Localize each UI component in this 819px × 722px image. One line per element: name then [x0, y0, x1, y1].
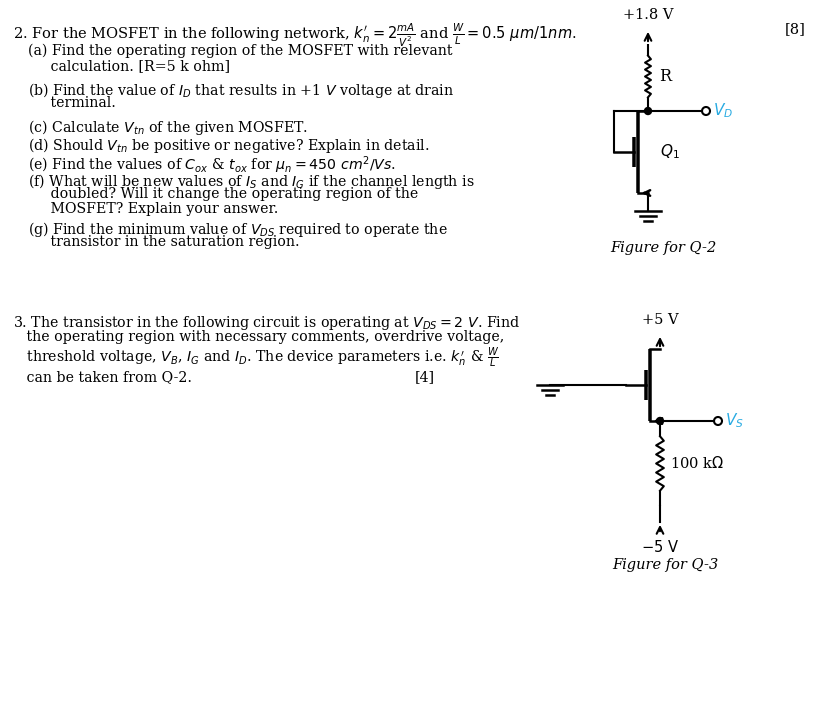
Text: 3. The transistor in the following circuit is operating at $V_{DS} = 2\ V$. Find: 3. The transistor in the following circu…	[13, 314, 520, 332]
Text: R: R	[659, 68, 671, 85]
Text: $Q_1$: $Q_1$	[660, 143, 680, 161]
Text: [8]: [8]	[785, 22, 806, 36]
Text: calculation. [R=5 k ohm]: calculation. [R=5 k ohm]	[28, 59, 230, 73]
Text: $V_S$: $V_S$	[725, 412, 744, 430]
Text: threshold voltage, $V_B$, $I_G$ and $I_D$. The device parameters i.e. $k^{\prime: threshold voltage, $V_B$, $I_G$ and $I_D…	[13, 346, 500, 370]
Text: transistor in the saturation region.: transistor in the saturation region.	[28, 235, 300, 249]
Text: terminal.: terminal.	[28, 96, 115, 110]
Circle shape	[657, 417, 663, 425]
Text: (c) Calculate $V_{tn}$ of the given MOSFET.: (c) Calculate $V_{tn}$ of the given MOSF…	[28, 118, 308, 137]
Text: can be taken from Q-2.: can be taken from Q-2.	[13, 370, 192, 384]
Text: the operating region with necessary comments, overdrive voltage,: the operating region with necessary comm…	[13, 330, 505, 344]
Text: doubled? Will it change the operating region of the: doubled? Will it change the operating re…	[28, 187, 419, 201]
Text: 100 k$\Omega$: 100 k$\Omega$	[670, 456, 724, 471]
Text: 2. For the MOSFET in the following network, $k^{\prime}_n = 2\frac{mA}{V^2}$ and: 2. For the MOSFET in the following netwo…	[13, 22, 577, 49]
Text: Figure for Q-3: Figure for Q-3	[612, 558, 718, 572]
Text: Figure for Q-2: Figure for Q-2	[610, 241, 716, 255]
Text: (a) Find the operating region of the MOSFET with relevant: (a) Find the operating region of the MOS…	[28, 44, 453, 58]
Text: (e) Find the values of $C_{ox}$ & $t_{ox}$ for $\mu_n = 450\ cm^2/Vs$.: (e) Find the values of $C_{ox}$ & $t_{ox…	[28, 154, 396, 175]
Text: +1.8 V: +1.8 V	[622, 8, 673, 22]
Text: MOSFET? Explain your answer.: MOSFET? Explain your answer.	[28, 202, 278, 216]
Text: (d) Should $V_{tn}$ be positive or negative? Explain in detail.: (d) Should $V_{tn}$ be positive or negat…	[28, 136, 429, 155]
Text: $-5\ \mathrm{V}$: $-5\ \mathrm{V}$	[641, 539, 679, 555]
Text: (f) What will be new values of $I_S$ and $I_G$ if the channel length is: (f) What will be new values of $I_S$ and…	[28, 172, 474, 191]
Text: [4]: [4]	[415, 370, 435, 384]
Text: (b) Find the value of $I_D$ that results in +1 $V$ voltage at drain: (b) Find the value of $I_D$ that results…	[28, 81, 455, 100]
Circle shape	[645, 108, 651, 115]
Text: $V_D$: $V_D$	[713, 102, 733, 121]
Text: +5 V: +5 V	[642, 313, 678, 327]
Text: (g) Find the minimum value of $V_{DS}$ required to operate the: (g) Find the minimum value of $V_{DS}$ r…	[28, 220, 448, 239]
